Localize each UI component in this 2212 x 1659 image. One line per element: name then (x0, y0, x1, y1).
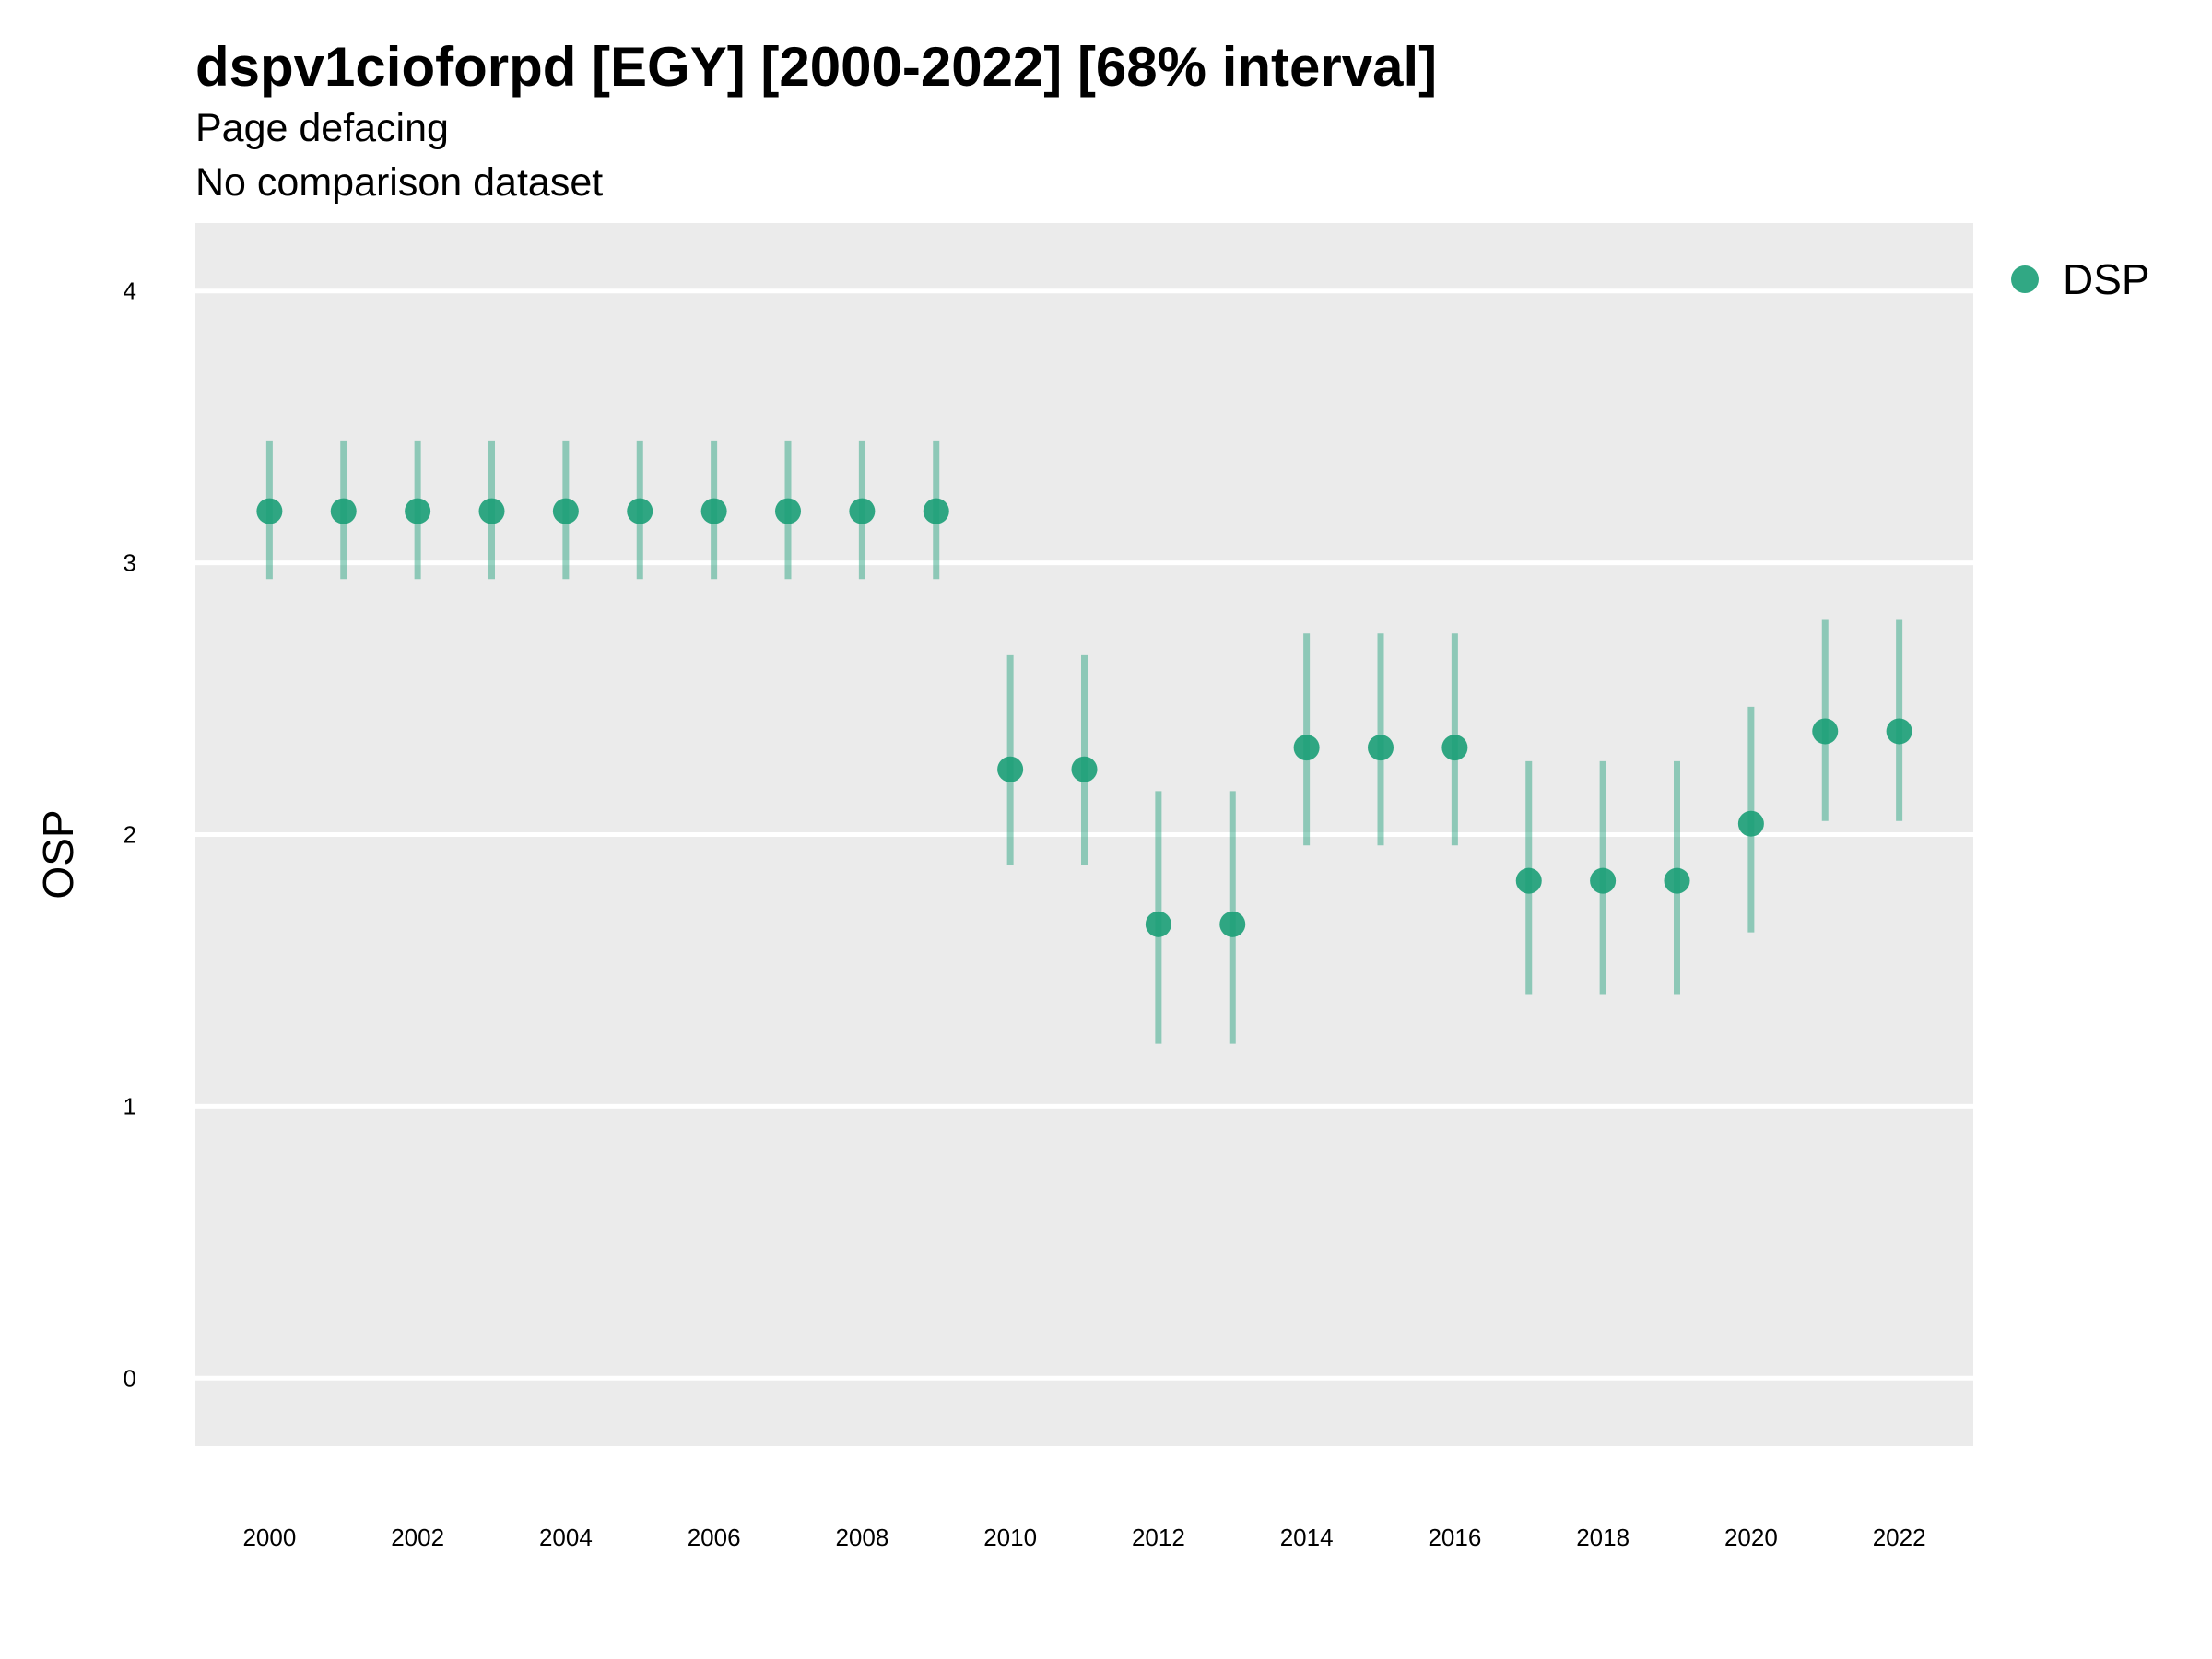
y-tick-label: 4 (124, 277, 136, 305)
data-point (1293, 735, 1320, 761)
chart-subtitle-1: Page defacing (195, 106, 449, 150)
x-tick-label: 2002 (391, 1524, 444, 1551)
legend-key-dsp (2011, 265, 2039, 293)
data-points (256, 498, 1912, 937)
data-point (1664, 867, 1690, 894)
data-point (1812, 718, 1839, 745)
chart-subtitle-2: No comparison dataset (195, 160, 604, 205)
data-point (405, 498, 431, 524)
data-point (775, 498, 801, 524)
data-point (1071, 756, 1098, 782)
legend: DSP (2011, 254, 2150, 304)
legend-label-dsp: DSP (2063, 255, 2150, 303)
x-tick-label: 2010 (983, 1524, 1037, 1551)
data-point (1590, 867, 1617, 894)
y-tick-label: 1 (124, 1092, 136, 1120)
data-point (1219, 911, 1246, 937)
grid-lines (195, 288, 1973, 1381)
data-point (256, 498, 283, 524)
y-tick-label: 2 (124, 821, 136, 849)
data-point (849, 498, 876, 524)
x-tick-label: 2016 (1428, 1524, 1481, 1551)
data-point (1441, 735, 1468, 761)
x-tick-label: 2014 (1280, 1524, 1334, 1551)
data-point (478, 498, 505, 524)
data-point (1515, 867, 1542, 894)
chart-title: dspv1cioforpd [EGY] [2000-2022] [68% int… (195, 36, 1438, 98)
data-point (997, 756, 1024, 782)
x-tick-label: 2000 (242, 1524, 296, 1551)
x-tick-label: 2022 (1873, 1524, 1926, 1551)
x-tick-label: 2018 (1576, 1524, 1630, 1551)
y-tick-labels: 0 1 2 3 4 (124, 277, 136, 1393)
x-tick-labels: 2000 2002 2004 2006 2008 2010 2012 2014 2016 2018… (242, 1524, 1925, 1551)
y-tick-label: 3 (124, 549, 136, 577)
data-point (700, 498, 727, 524)
data-point (330, 498, 357, 524)
data-point (552, 498, 579, 524)
data-point (1737, 810, 1764, 837)
data-point (1368, 735, 1394, 761)
x-tick-label: 2020 (1724, 1524, 1778, 1551)
y-tick-label: 0 (124, 1364, 136, 1392)
data-point (923, 498, 949, 524)
x-tick-label: 2006 (688, 1524, 741, 1551)
data-point (1145, 911, 1171, 937)
x-tick-label: 2008 (835, 1524, 888, 1551)
data-point (1886, 718, 1912, 745)
data-point (627, 498, 653, 524)
x-tick-label: 2004 (539, 1524, 593, 1551)
x-tick-label: 2012 (1132, 1524, 1185, 1551)
